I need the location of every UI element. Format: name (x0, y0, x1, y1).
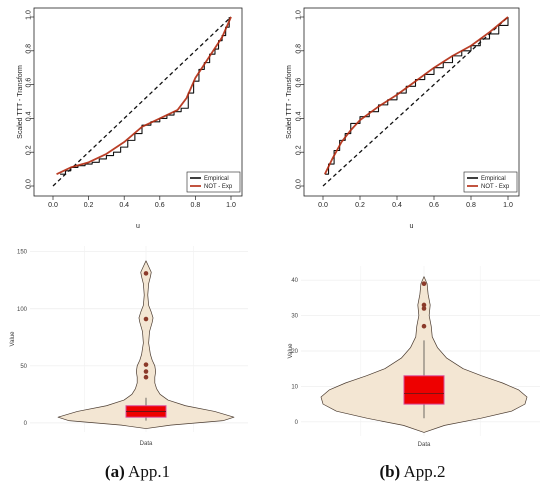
y-tick-label: 10 (291, 384, 298, 390)
y-axis-label: Value (288, 343, 294, 359)
x-tick-label: 0.2 (355, 202, 365, 209)
x-tick-label: 0.4 (392, 202, 402, 209)
y-tick-label: 0 (24, 421, 28, 427)
outlier-point (143, 374, 149, 380)
y-tick-label: 1.0 (296, 10, 303, 20)
outlier-point (421, 323, 427, 329)
x-tick-label: 0.6 (429, 202, 439, 209)
y-tick-label: 0.4 (296, 111, 303, 121)
legend-box (186, 171, 241, 193)
outlier-point (421, 306, 427, 311)
y-tick-label: 0.0 (296, 179, 303, 189)
legend: Empirical NOT - Exp (463, 171, 518, 193)
series-not-exp (56, 16, 232, 175)
y-tick-label: 50 (20, 364, 27, 370)
legend-box (463, 171, 518, 193)
outlier-point (421, 302, 427, 308)
y-axis-label: Value (10, 331, 16, 347)
y-tick-label: 100 (17, 307, 28, 313)
violin-app2: 0 10 20 30 40 Value Data (288, 266, 540, 448)
x-tick-label: 1.0 (226, 202, 236, 209)
series-not-exp (324, 16, 509, 175)
plot-frame (33, 7, 243, 197)
box-iqr (403, 375, 445, 405)
y-tick-label: 150 (17, 250, 28, 256)
y-tick-label: 0 (295, 420, 299, 426)
caption-b-text: App.2 (400, 462, 446, 481)
y-tick-label: 20 (291, 349, 298, 355)
x-axis-label: Data (140, 441, 153, 447)
y-tick-label: 0.8 (296, 44, 303, 54)
outlier-point (143, 362, 149, 367)
caption-a: (a) App.1 (0, 462, 275, 482)
x-tick-label: 0.0 (318, 202, 328, 209)
y-tick-label: 40 (291, 278, 298, 284)
legend-label: NOT - Exp (204, 184, 233, 190)
plot-frame (303, 7, 520, 197)
legend-label: Empirical (204, 176, 229, 182)
y-tick-label: 0.4 (26, 111, 33, 121)
x-axis-label: Data (418, 442, 431, 448)
outlier-point (143, 271, 149, 276)
y-tick-label: 0.0 (26, 179, 33, 189)
legend: Empirical NOT - Exp (186, 171, 241, 193)
y-tick-label: 0.8 (26, 44, 33, 54)
outlier-point (421, 281, 427, 287)
caption-a-letter: (a) (104, 462, 125, 481)
x-tick-label: 0.8 (466, 202, 476, 209)
x-tick-label: 1.0 (503, 202, 513, 209)
outlier-point (143, 369, 149, 374)
ttt-app1: 0.0 0.2 0.4 0.6 0.8 1.0 0.0 0.2 0.4 0.6 0.8 1.0 u Sca… (17, 7, 243, 230)
ttt-app2: 0.0 0.2 0.4 0.6 0.8 1.0 0.0 0.2 0.4 0.6 0.8 1.0 u Sca… (286, 7, 520, 230)
x-tick-label: 0.0 (48, 202, 58, 209)
y-axis-label: Scaled TTT - Transform (286, 65, 293, 139)
caption-a-text: App.1 (124, 462, 171, 481)
x-tick-label: 0.2 (84, 202, 94, 209)
y-tick-label: 0.2 (296, 145, 303, 155)
y-tick-label: 30 (291, 314, 298, 320)
caption-b-letter: (b) (379, 462, 401, 481)
caption-b: (b) App.2 (275, 462, 550, 482)
y-tick-label: 1.0 (26, 10, 33, 20)
x-axis-label: u (410, 223, 414, 230)
violin-app1: 0 50 100 150 Value Data (10, 246, 248, 447)
x-axis-label: u (136, 223, 140, 230)
legend-label: Empirical (481, 176, 506, 182)
reference-diagonal (52, 16, 232, 187)
x-tick-label: 0.4 (119, 202, 129, 209)
y-tick-label: 0.6 (26, 78, 33, 88)
y-axis-label: Scaled TTT - Transform (17, 65, 24, 139)
y-tick-label: 0.2 (26, 145, 33, 155)
x-tick-label: 0.8 (191, 202, 201, 209)
legend-label: NOT - Exp (481, 184, 510, 190)
series-empirical (324, 17, 509, 175)
outlier-point (143, 316, 149, 322)
y-tick-label: 0.6 (296, 78, 303, 88)
x-tick-label: 0.6 (155, 202, 165, 209)
series-empirical (60, 17, 230, 175)
violin-shape (57, 260, 235, 429)
